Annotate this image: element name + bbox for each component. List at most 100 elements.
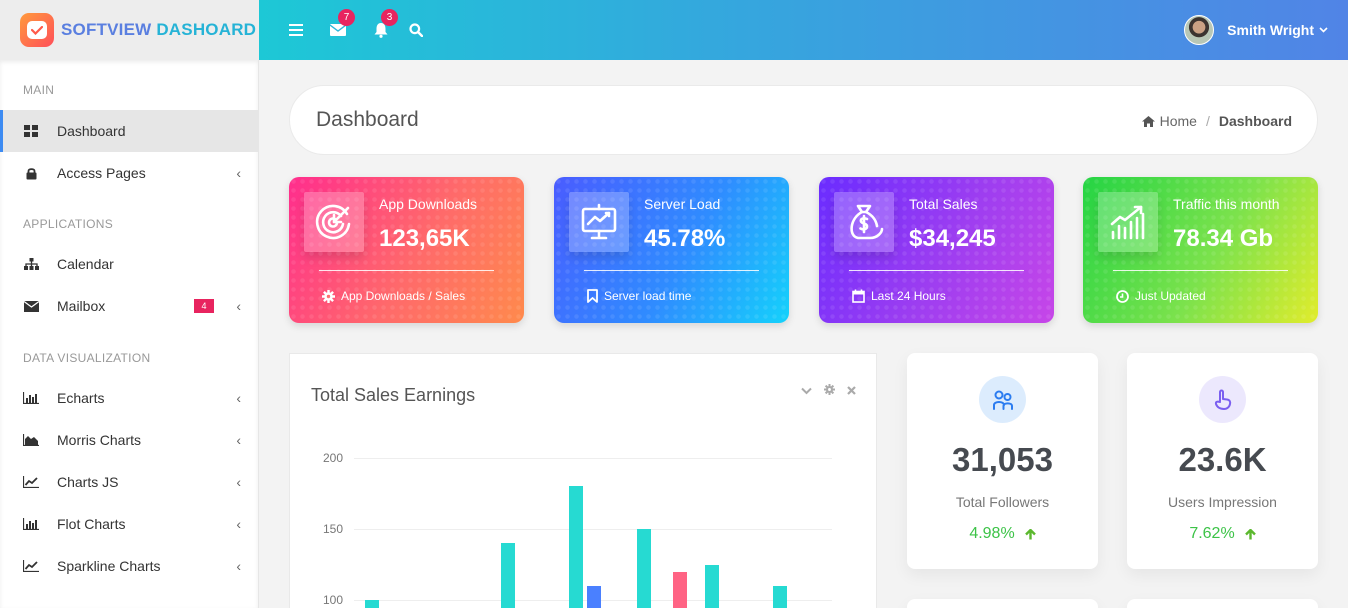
sidebar-item-morris-charts[interactable]: Morris Charts ‹ bbox=[0, 419, 259, 461]
card-value: 123,65K bbox=[379, 225, 470, 252]
sidebar-item-label: Dashboard bbox=[57, 123, 126, 139]
card-footer: Just Updated bbox=[1116, 289, 1206, 303]
sidebar-item-label: Calendar bbox=[57, 256, 114, 272]
line-chart-icon bbox=[23, 475, 39, 489]
divider bbox=[1113, 270, 1288, 271]
section-data-visualization: DATA VISUALIZATION bbox=[23, 351, 151, 365]
sidebar-item-calendar[interactable]: Calendar bbox=[0, 243, 259, 285]
notifications-badge: 3 bbox=[381, 9, 398, 26]
sidebar-item-mailbox[interactable]: Mailbox 4 ‹ bbox=[0, 285, 259, 327]
user-menu[interactable]: Smith Wright bbox=[1184, 15, 1328, 45]
brand-logo[interactable]: SOFTVIEW DASHOARD bbox=[0, 0, 259, 60]
sidebar-item-label: Echarts bbox=[57, 390, 105, 406]
chart-bar[interactable] bbox=[501, 543, 515, 608]
pointer-hand-icon bbox=[1199, 376, 1246, 423]
section-applications: APPLICATIONS bbox=[23, 217, 114, 231]
menu-icon bbox=[289, 24, 303, 36]
divider bbox=[319, 270, 494, 271]
mailbox-count-badge: 4 bbox=[194, 299, 214, 313]
user-name: Smith Wright bbox=[1227, 22, 1314, 38]
collapse-button[interactable] bbox=[801, 384, 812, 398]
bar-chart-icon bbox=[23, 517, 39, 531]
card-title: App Downloads bbox=[379, 196, 478, 212]
breadcrumb-home-link[interactable]: Home bbox=[1159, 113, 1197, 129]
search-button[interactable] bbox=[406, 20, 426, 40]
arrow-up-icon bbox=[1244, 528, 1256, 539]
sidebar-item-label: Charts JS bbox=[57, 474, 119, 490]
lock-icon bbox=[23, 166, 39, 180]
chart-card-tools bbox=[801, 384, 856, 398]
sitemap-icon bbox=[23, 257, 39, 271]
sidebar-item-label: Access Pages bbox=[57, 165, 146, 181]
chevron-left-icon: ‹ bbox=[236, 298, 241, 314]
close-button[interactable] bbox=[847, 384, 856, 398]
growth-bars-icon bbox=[1098, 192, 1158, 252]
chevron-left-icon: ‹ bbox=[236, 390, 241, 406]
sidebar-item-label: Flot Charts bbox=[57, 516, 126, 532]
sidebar-item-label: Sparkline Charts bbox=[57, 558, 161, 574]
card-footer: Server load time bbox=[587, 289, 691, 303]
divider bbox=[849, 270, 1024, 271]
settings-button[interactable] bbox=[824, 384, 835, 398]
y-tick: 200 bbox=[323, 451, 344, 465]
divider bbox=[584, 270, 759, 271]
stat-label: Users Impression bbox=[1168, 494, 1277, 510]
menu-toggle-button[interactable] bbox=[286, 20, 306, 40]
stat-change: 4.98% bbox=[907, 525, 1098, 543]
chart-bar[interactable] bbox=[569, 486, 583, 608]
chart-bar[interactable] bbox=[587, 585, 601, 608]
mail-icon bbox=[330, 24, 346, 36]
sidebar-item-access-pages[interactable]: Access Pages ‹ bbox=[0, 152, 259, 194]
breadcrumb-current: Dashboard bbox=[1218, 113, 1292, 129]
breadcrumb-separator: / bbox=[1205, 113, 1210, 129]
messages-button[interactable]: 7 bbox=[328, 9, 355, 40]
card-title: Server Load bbox=[644, 196, 721, 212]
card-value: $34,245 bbox=[909, 225, 996, 252]
line-chart-icon bbox=[23, 559, 39, 573]
chart-bar[interactable] bbox=[365, 600, 379, 608]
users-icon bbox=[979, 376, 1026, 423]
section-main: MAIN bbox=[23, 83, 55, 97]
y-tick: 100 bbox=[323, 593, 344, 607]
messages-badge: 7 bbox=[338, 9, 355, 26]
bookmark-icon bbox=[587, 289, 598, 303]
sidebar-item-dashboard[interactable]: Dashboard bbox=[0, 110, 259, 152]
gridline bbox=[354, 458, 832, 459]
home-icon bbox=[1141, 115, 1155, 127]
envelope-icon bbox=[23, 299, 39, 313]
chevron-left-icon: ‹ bbox=[236, 165, 241, 181]
card-footer: App Downloads / Sales bbox=[322, 289, 465, 303]
card-value: 78.34 Gb bbox=[1173, 225, 1274, 252]
chart-bar[interactable] bbox=[673, 571, 687, 608]
search-icon bbox=[409, 23, 423, 37]
chevron-left-icon: ‹ bbox=[236, 432, 241, 448]
area-chart-icon bbox=[23, 433, 39, 447]
y-tick: 150 bbox=[323, 522, 344, 536]
stat-card-users-impression: 23.6K Users Impression 7.62% bbox=[1127, 353, 1318, 569]
sidebar-item-charts-js[interactable]: Charts JS ‹ bbox=[0, 461, 259, 503]
stat-card-app-downloads: App Downloads 123,65K App Downloads / Sa… bbox=[289, 177, 524, 323]
gear-icon bbox=[824, 384, 835, 395]
stat-change: 7.62% bbox=[1127, 525, 1318, 543]
chart-bar[interactable] bbox=[637, 529, 651, 608]
chart-bar[interactable] bbox=[773, 585, 787, 608]
stat-card-next-row bbox=[1127, 599, 1318, 608]
stat-value: 23.6K bbox=[1178, 441, 1267, 478]
chart-title: Total Sales Earnings bbox=[311, 385, 476, 405]
page-title: Dashboard bbox=[316, 108, 419, 131]
stat-card-traffic: Traffic this month 78.34 Gb Just Updated bbox=[1083, 177, 1318, 323]
sidebar-item-sparkline-charts[interactable]: Sparkline Charts ‹ bbox=[0, 545, 259, 587]
stat-card-total-sales: Total Sales $34,245 Last 24 Hours bbox=[819, 177, 1054, 323]
gear-icon bbox=[322, 289, 335, 303]
card-title: Total Sales bbox=[909, 196, 978, 212]
clock-icon bbox=[1116, 289, 1129, 303]
bar-chart-icon bbox=[23, 391, 39, 405]
money-bag-icon bbox=[834, 192, 894, 252]
notifications-button[interactable]: 3 bbox=[371, 9, 398, 40]
sidebar-item-flot-charts[interactable]: Flot Charts ‹ bbox=[0, 503, 259, 545]
close-icon bbox=[847, 386, 856, 395]
stat-card-total-followers: 31,053 Total Followers 4.98% bbox=[907, 353, 1098, 569]
chevron-down-icon bbox=[801, 387, 812, 395]
chart-bar[interactable] bbox=[705, 564, 719, 608]
sidebar-item-echarts[interactable]: Echarts ‹ bbox=[0, 377, 259, 419]
